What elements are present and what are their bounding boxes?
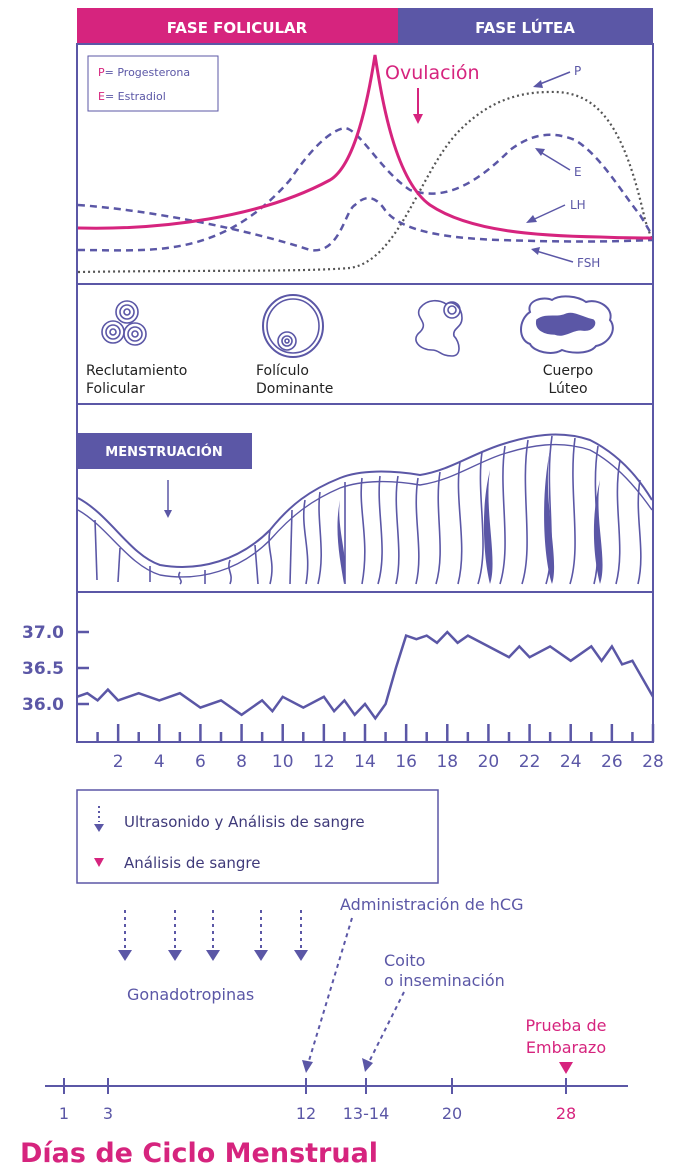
y-tick-label: 36.5	[22, 659, 64, 679]
x-tick-label: 12	[313, 752, 335, 772]
phase-header: FASE FOLICULAR FASE LÚTEA	[77, 8, 653, 44]
x-tick-label: 16	[395, 752, 417, 772]
timeline-tick-label: 3	[103, 1104, 113, 1123]
follicular-phase-label: FASE FOLICULAR	[167, 19, 308, 37]
x-tick-label: 8	[236, 752, 247, 772]
fsh-pointer-head	[531, 247, 540, 255]
procedure-legend: Ultrasonido y Análisis de sangre Análisi…	[76, 789, 439, 884]
dominant-follicle-icon	[262, 294, 324, 358]
coito-label-2: o inseminación	[384, 971, 505, 990]
timeline-ticks	[63, 1078, 567, 1094]
hcg-label: Administración de hCG	[340, 895, 523, 914]
legend-estradiol: E= Estradiol	[98, 90, 166, 103]
timeline-tick-label: 20	[442, 1104, 462, 1123]
lh-curve-label: LH	[570, 198, 586, 212]
temperature-x-ticks	[96, 724, 655, 742]
follicle-recruitment-icon	[101, 300, 147, 346]
luteal-phase-bar	[398, 8, 653, 44]
coito-arrow-head	[362, 1058, 373, 1072]
ultrasound-legend-label: Ultrasonido y Análisis de sangre	[124, 813, 365, 831]
menstruation-label: MENSTRUACIÓN	[105, 444, 222, 460]
x-tick-label: 10	[272, 752, 294, 772]
endometrial-blood-vessels	[337, 450, 603, 584]
timeline-tick-labels: 1 3 12 13-14 20 28	[59, 1104, 576, 1123]
x-tick-label: 24	[560, 752, 582, 772]
x-tick-label: 2	[113, 752, 124, 772]
timeline-title: Días de Ciclo Menstrual	[20, 1138, 378, 1169]
endometrium-panel-frame	[76, 403, 654, 593]
ovulated-follicle-icon	[415, 299, 463, 357]
corpus-luteum-icon	[520, 295, 614, 354]
lh-pointer-head	[526, 215, 537, 223]
progesterone-curve	[77, 90, 654, 274]
fsh-curve	[77, 196, 653, 252]
temperature-y-axis: 37.0 36.5 36.0	[22, 623, 89, 715]
x-tick-label: 14	[354, 752, 376, 772]
ovulation-label: Ovulación	[385, 62, 480, 84]
pregnancy-test-marker	[559, 1062, 573, 1074]
timeline-tick-label: 28	[556, 1104, 576, 1123]
x-tick-label: 28	[642, 752, 664, 772]
legend-progesterone: P= Progesterona	[98, 66, 190, 79]
p-curve-label: P	[574, 64, 581, 78]
fsh-curve-label: FSH	[577, 256, 600, 270]
treatment-timeline: Administración de hCG Coito o inseminaci…	[20, 895, 628, 1169]
y-tick-label: 37.0	[22, 623, 64, 643]
recruitment-label-2: Folicular	[86, 381, 145, 397]
coito-label-1: Coito	[384, 951, 425, 970]
timeline-tick-label: 13-14	[343, 1104, 390, 1123]
x-tick-label: 20	[478, 752, 500, 772]
luteal-phase-label: FASE LÚTEA	[475, 18, 575, 37]
blood-test-legend-icon	[94, 858, 104, 867]
temperature-chart: 37.036.536.0 2 4 6 8 10 12 14 16 18 20 22 24 26 28	[22, 623, 664, 772]
ultrasound-legend-arrow	[94, 824, 104, 832]
recruitment-label-1: Reclutamiento	[86, 363, 187, 379]
hormone-panel: P= Progesterona E= Estradiol Ovulación P…	[77, 54, 654, 274]
pregnancy-test-label-1: Prueba de	[526, 1016, 607, 1035]
lh-curve	[77, 54, 653, 240]
x-tick-label: 6	[195, 752, 206, 772]
follicle-panel	[101, 294, 614, 358]
follicular-phase-bar	[77, 8, 398, 44]
e-curve-label: E	[574, 165, 582, 179]
x-tick-label: 22	[519, 752, 541, 772]
hormone-legend-box	[87, 55, 219, 112]
x-tick-label: 4	[154, 752, 165, 772]
menstruation-badge	[77, 433, 252, 469]
timeline-tick-label: 12	[296, 1104, 316, 1123]
procedure-legend-box	[76, 789, 439, 884]
follicle-labels: Reclutamiento Folicular Folículo Dominan…	[86, 363, 593, 397]
endometrium-surface	[77, 433, 653, 568]
e-pointer-head	[535, 148, 545, 156]
luteum-label-1: Cuerpo	[543, 363, 593, 379]
gonadotropin-arrow-heads	[118, 950, 308, 961]
endometrium-inner-line	[77, 443, 653, 578]
hcg-arrow-line	[307, 917, 353, 1065]
timeline-tick-label: 1	[59, 1104, 69, 1123]
p-pointer-head	[533, 80, 543, 88]
blood-test-legend-label: Análisis de sangre	[124, 854, 260, 872]
temperature-x-labels: 2 4 6 8 10 12 14 16 18 20 22 24 26 28	[113, 752, 664, 772]
endometrium-panel: MENSTRUACIÓN	[77, 433, 653, 585]
y-tick-label: 36.0	[22, 695, 64, 715]
hcg-arrow-head	[302, 1060, 313, 1073]
ovulation-arrow-head	[413, 114, 423, 124]
dominant-label-1: Folículo	[256, 363, 309, 379]
temperature-series-line	[76, 630, 655, 721]
fsh-pointer-line	[532, 249, 574, 263]
x-tick-label: 26	[601, 752, 623, 772]
gonadotropin-arrows	[124, 910, 302, 952]
coito-arrow-line	[367, 991, 405, 1065]
x-tick-label: 18	[436, 752, 458, 772]
estradiol-curve	[77, 126, 654, 252]
luteum-label-2: Lúteo	[548, 381, 587, 397]
pregnancy-test-label-2: Embarazo	[526, 1038, 606, 1057]
menstruation-arrow-head	[164, 510, 172, 518]
temperature-panel-frame	[76, 592, 654, 743]
gonadotropins-label: Gonadotropinas	[127, 985, 254, 1004]
dominant-label-2: Dominante	[256, 381, 333, 397]
